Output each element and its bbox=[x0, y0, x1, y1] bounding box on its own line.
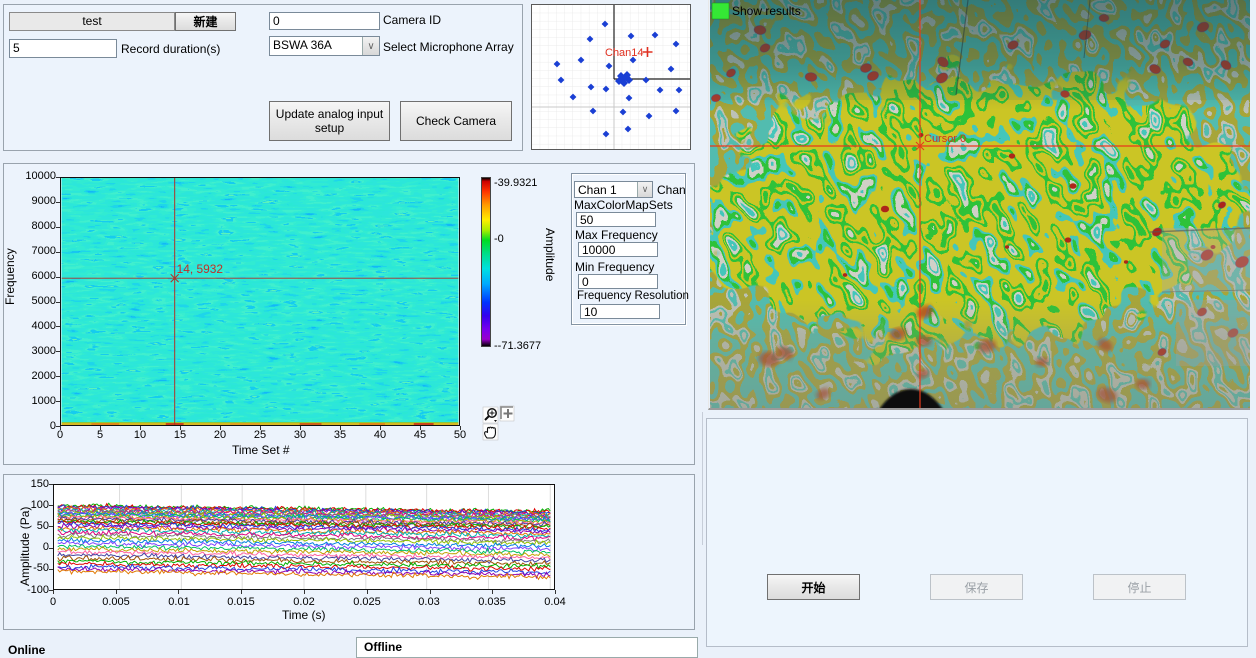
svg-text:Cursor 0: Cursor 0 bbox=[924, 133, 966, 145]
svg-text:Show results: Show results bbox=[732, 4, 801, 18]
svg-text:14, 5932: 14, 5932 bbox=[177, 262, 224, 276]
svg-text:Chan14: Chan14 bbox=[605, 47, 644, 59]
